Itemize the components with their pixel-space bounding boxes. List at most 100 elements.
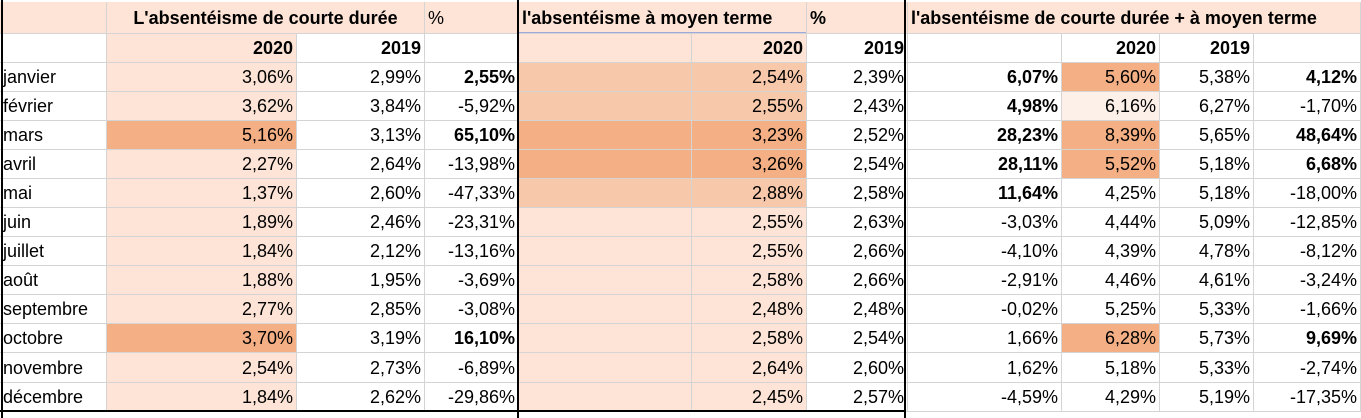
combined-pct-change[interactable]: -17,35% [1254,383,1361,412]
short-pct-change[interactable]: -3,69% [425,266,519,295]
combined-2019-value[interactable]: 5,18% [1160,150,1254,179]
medium-2020-value[interactable]: 2,45% [692,383,807,412]
short-2020-value[interactable]: 1,84% [107,383,297,412]
combined-2020-value[interactable]: 4,39% [1062,237,1160,266]
short-pct-change[interactable]: -13,16% [425,237,519,266]
blank-pct-cell[interactable] [425,34,519,63]
combined-2020-value[interactable]: 4,25% [1062,179,1160,208]
combined-pct-change[interactable]: -2,74% [1254,353,1361,383]
medium-2020-value[interactable]: 2,64% [692,353,807,383]
medium-2020-value[interactable]: 2,55% [692,208,807,237]
shaded-blank-cell[interactable] [519,383,692,412]
short-2020-value[interactable]: 2,54% [107,353,297,383]
combined-2020-value[interactable]: 5,52% [1062,150,1160,179]
medium-pct-change[interactable]: 4,98% [908,92,1062,121]
combined-2020-value[interactable]: 4,44% [1062,208,1160,237]
short-2019-value[interactable]: 2,64% [297,150,425,179]
short-2019-value[interactable]: 3,13% [297,121,425,150]
short-2020-value[interactable]: 1,84% [107,237,297,266]
month-label[interactable]: mai [0,179,107,208]
medium-pct-change[interactable]: -4,10% [908,237,1062,266]
combined-pct-change[interactable]: -1,66% [1254,295,1361,324]
combined-2020-value[interactable]: 5,18% [1062,353,1160,383]
short-2020-value[interactable]: 3,62% [107,92,297,121]
combined-pct-change[interactable]: 4,12% [1254,63,1361,92]
shaded-blank-cell[interactable] [519,295,692,324]
group1-pct-header[interactable]: % [425,2,519,34]
short-pct-change[interactable]: -3,08% [425,295,519,324]
medium-2019-value[interactable]: 2,54% [807,324,908,353]
shaded-blank-cell[interactable] [519,353,692,383]
group2-pct-header[interactable]: % [807,2,908,34]
short-2019-value[interactable]: 1,95% [297,266,425,295]
year-2020-header[interactable]: 2020 [107,34,297,63]
combined-2020-value[interactable]: 6,28% [1062,324,1160,353]
medium-pct-change[interactable]: -0,02% [908,295,1062,324]
shaded-blank-cell[interactable] [519,121,692,150]
shaded-blank-cell[interactable] [519,92,692,121]
short-pct-change[interactable]: -6,89% [425,353,519,383]
medium-2019-value[interactable]: 2,63% [807,208,908,237]
short-pct-change[interactable]: -13,98% [425,150,519,179]
combined-2020-value[interactable]: 5,25% [1062,295,1160,324]
shaded-blank-cell[interactable] [519,237,692,266]
combined-2019-value[interactable]: 5,33% [1160,353,1254,383]
short-2019-value[interactable]: 2,60% [297,179,425,208]
medium-2020-value[interactable]: 2,55% [692,92,807,121]
combined-pct-change[interactable]: 9,69% [1254,324,1361,353]
combined-2019-value[interactable]: 5,18% [1160,179,1254,208]
combined-2020-value[interactable]: 5,60% [1062,63,1160,92]
combined-2019-value[interactable]: 5,33% [1160,295,1254,324]
combined-2019-value[interactable]: 6,27% [1160,92,1254,121]
medium-2019-value[interactable]: 2,58% [807,179,908,208]
month-label[interactable]: août [0,266,107,295]
combined-pct-change[interactable]: -1,70% [1254,92,1361,121]
short-2019-value[interactable]: 2,62% [297,383,425,412]
short-pct-change[interactable]: -5,92% [425,92,519,121]
short-pct-change[interactable]: -23,31% [425,208,519,237]
month-label[interactable]: février [0,92,107,121]
medium-pct-change[interactable]: -4,59% [908,383,1062,412]
combined-2019-value[interactable]: 4,78% [1160,237,1254,266]
year-2020-header[interactable]: 2020 [692,34,807,63]
medium-2019-value[interactable]: 2,54% [807,150,908,179]
medium-2020-value[interactable]: 2,58% [692,266,807,295]
short-pct-change[interactable]: 65,10% [425,121,519,150]
blank-pct-cell[interactable] [908,34,1062,63]
short-2019-value[interactable]: 2,85% [297,295,425,324]
medium-2020-value[interactable]: 2,58% [692,324,807,353]
group1-title[interactable]: L'absentéisme de courte durée [107,2,425,34]
short-2020-value[interactable]: 2,77% [107,295,297,324]
combined-pct-change[interactable]: 6,68% [1254,150,1361,179]
medium-pct-change[interactable]: -2,91% [908,266,1062,295]
medium-2019-value[interactable]: 2,60% [807,353,908,383]
short-2020-value[interactable]: 5,16% [107,121,297,150]
shaded-blank-cell[interactable] [519,63,692,92]
medium-pct-change[interactable]: 28,23% [908,121,1062,150]
month-label[interactable]: juillet [0,237,107,266]
short-pct-change[interactable]: 16,10% [425,324,519,353]
medium-2020-value[interactable]: 3,23% [692,121,807,150]
short-2019-value[interactable]: 2,12% [297,237,425,266]
combined-2019-value[interactable]: 5,09% [1160,208,1254,237]
medium-2019-value[interactable]: 2,39% [807,63,908,92]
month-label[interactable]: janvier [0,63,107,92]
medium-pct-change[interactable]: 11,64% [908,179,1062,208]
combined-2019-value[interactable]: 5,19% [1160,383,1254,412]
shaded-blank-cell[interactable] [519,179,692,208]
blank-year-cell[interactable] [0,34,107,63]
year-2019-header[interactable]: 2019 [1160,34,1254,63]
shaded-blank-cell[interactable] [519,208,692,237]
month-label[interactable]: avril [0,150,107,179]
short-2020-value[interactable]: 1,37% [107,179,297,208]
blank-header-cell[interactable] [0,2,107,34]
short-pct-change[interactable]: -47,33% [425,179,519,208]
short-pct-change[interactable]: -29,86% [425,383,519,412]
combined-2020-value[interactable]: 4,29% [1062,383,1160,412]
month-label[interactable]: juin [0,208,107,237]
combined-2020-value[interactable]: 4,46% [1062,266,1160,295]
month-label[interactable]: décembre [0,383,107,412]
combined-2020-value[interactable]: 6,16% [1062,92,1160,121]
blank-cell[interactable] [1254,34,1361,63]
medium-2019-value[interactable]: 2,66% [807,266,908,295]
